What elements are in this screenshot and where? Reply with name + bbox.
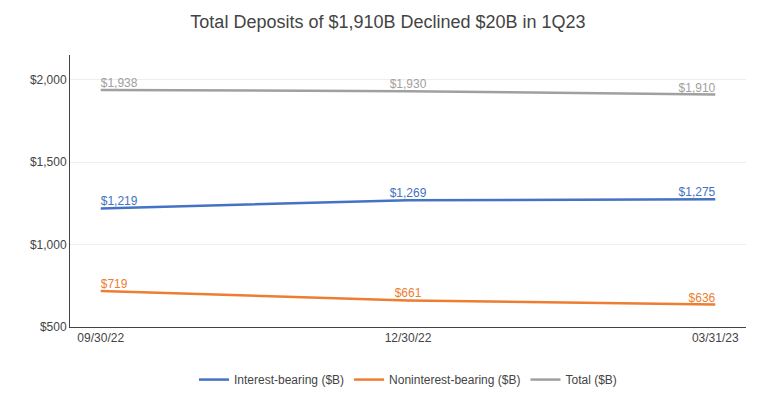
svg-text:$661: $661 — [395, 286, 422, 300]
svg-text:Interest-bearing ($B): Interest-bearing ($B) — [234, 373, 344, 387]
svg-text:$1,219: $1,219 — [101, 194, 138, 208]
svg-text:09/30/22: 09/30/22 — [77, 331, 124, 345]
svg-text:$500: $500 — [40, 320, 67, 334]
svg-text:$2,000: $2,000 — [30, 73, 67, 87]
svg-text:$1,910: $1,910 — [679, 81, 716, 95]
svg-text:$719: $719 — [101, 277, 128, 291]
svg-text:12/30/22: 12/30/22 — [385, 331, 432, 345]
svg-text:$1,938: $1,938 — [101, 76, 138, 90]
svg-text:$636: $636 — [689, 291, 716, 305]
svg-text:Noninterest-bearing ($B): Noninterest-bearing ($B) — [389, 373, 520, 387]
svg-text:Total Deposits of $1,910B Decl: Total Deposits of $1,910B Declined $20B … — [190, 12, 585, 32]
svg-text:$1,000: $1,000 — [30, 238, 67, 252]
svg-text:$1,275: $1,275 — [679, 185, 716, 199]
svg-text:$1,500: $1,500 — [30, 155, 67, 169]
svg-text:03/31/23: 03/31/23 — [692, 331, 739, 345]
svg-text:$1,930: $1,930 — [390, 77, 427, 91]
svg-text:Total ($B): Total ($B) — [565, 373, 616, 387]
svg-text:$1,269: $1,269 — [390, 186, 427, 200]
